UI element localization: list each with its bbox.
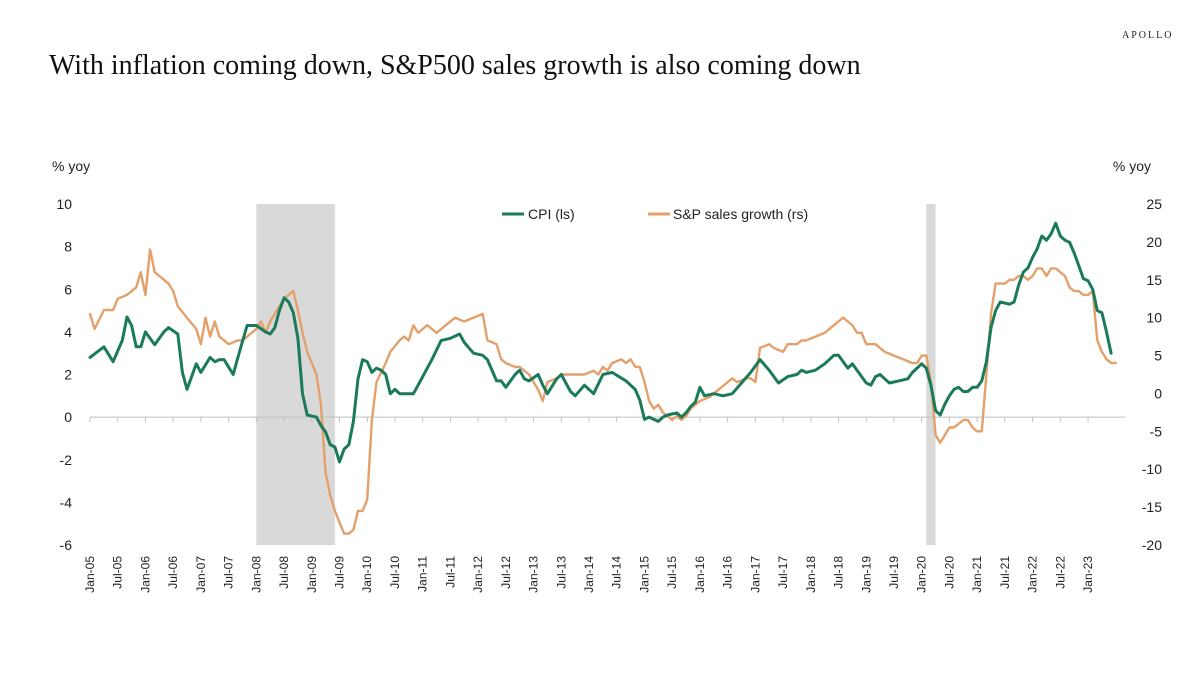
x-tick-label: Jul-08 [277, 556, 291, 589]
x-tick-label: Jan-15 [637, 556, 651, 593]
x-tick-label: Jul-21 [998, 556, 1012, 589]
right-tick-label: 10 [1146, 310, 1162, 326]
x-tick-label: Jan-10 [360, 556, 374, 593]
x-tick-label: Jan-14 [582, 556, 596, 593]
x-tick-label: Jul-16 [721, 556, 735, 589]
x-tick-label: Jan-18 [804, 556, 818, 593]
right-tick-label: -20 [1142, 537, 1162, 553]
left-axis-label: % yoy [52, 158, 90, 174]
right-tick-label: -10 [1142, 461, 1162, 477]
x-tick-label: Jul-12 [499, 556, 513, 589]
series-lines [88, 221, 1117, 535]
left-tick-label: 4 [64, 324, 72, 340]
x-tick-label: Jul-13 [554, 556, 568, 589]
x-tick-label: Jan-07 [194, 556, 208, 593]
x-tick-label: Jan-22 [1026, 556, 1040, 593]
x-tick-label: Jul-20 [942, 556, 956, 589]
recession-band-1 [256, 204, 335, 545]
left-tick-label: 6 [64, 281, 72, 297]
x-tick-label: Jan-12 [471, 556, 485, 593]
right-tick-label: -5 [1150, 423, 1163, 439]
x-tick-label: Jan-17 [748, 556, 762, 593]
left-axis-ticks: -6 -4 -2 0 2 4 6 8 10 [56, 196, 72, 553]
left-tick-label: -2 [60, 452, 73, 468]
x-tick-label: Jul-17 [776, 556, 790, 589]
x-tick-label: Jan-06 [138, 556, 152, 593]
x-tick-label: Jul-14 [610, 556, 624, 589]
right-tick-label: 25 [1146, 196, 1162, 212]
x-tick-label: Jul-09 [333, 556, 347, 589]
x-tick-label: Jan-13 [527, 556, 541, 593]
x-tick-label: Jan-11 [416, 556, 430, 592]
x-tick-label: Jan-05 [83, 556, 97, 593]
x-tick-label: Jul-07 [222, 556, 236, 589]
x-tick-label: Jan-20 [915, 556, 929, 593]
legend-label-cpi: CPI (ls) [528, 206, 575, 222]
brand-logo: APOLLO [1122, 30, 1174, 41]
recession-shading [256, 204, 936, 545]
right-tick-label: 20 [1146, 234, 1162, 250]
x-tick-label: Jan-16 [693, 556, 707, 593]
left-tick-label: -4 [60, 494, 73, 510]
x-tick-label: Jan-08 [249, 556, 263, 593]
legend-label-sales: S&P sales growth (rs) [673, 206, 808, 222]
chart-title: With inflation coming down, S&P500 sales… [49, 50, 861, 81]
x-tick-label: Jan-21 [970, 556, 984, 593]
legend: CPI (ls) S&P sales growth (rs) [502, 206, 808, 222]
left-tick-label: 10 [56, 196, 72, 212]
cpi-series-line [88, 221, 1113, 464]
left-tick-label: 2 [64, 367, 72, 383]
x-tick-label: Jul-11 [443, 556, 457, 588]
left-tick-label: 8 [64, 239, 72, 255]
sales-growth-series-line [88, 248, 1117, 535]
x-tick-label: Jul-10 [388, 556, 402, 589]
x-tick-label: Jan-09 [305, 556, 319, 593]
left-tick-label: 0 [64, 409, 72, 425]
x-tick-label: Jul-22 [1053, 556, 1067, 589]
right-tick-label: 0 [1154, 385, 1162, 401]
right-axis-ticks: -20 -15 -10 -5 0 5 10 15 20 25 [1142, 196, 1162, 553]
x-tick-label: Jan-23 [1081, 556, 1095, 593]
right-tick-label: -15 [1142, 499, 1162, 515]
left-tick-label: -6 [60, 537, 73, 553]
x-axis-ticks: Jan-05 Jul-05 Jan-06 Jul-06 Jan-07 Jul-07 Jan-… [83, 417, 1095, 593]
x-tick-label: Jul-06 [166, 556, 180, 589]
recession-band-2 [926, 204, 936, 545]
x-tick-label: Jan-19 [859, 556, 873, 593]
right-tick-label: 15 [1146, 272, 1162, 288]
x-tick-label: Jul-18 [832, 556, 846, 589]
x-tick-label: Jul-05 [111, 556, 125, 589]
x-tick-label: Jul-15 [665, 556, 679, 589]
right-axis-label: % yoy [1113, 158, 1151, 174]
x-tick-label: Jul-19 [887, 556, 901, 589]
right-tick-label: 5 [1154, 348, 1162, 364]
